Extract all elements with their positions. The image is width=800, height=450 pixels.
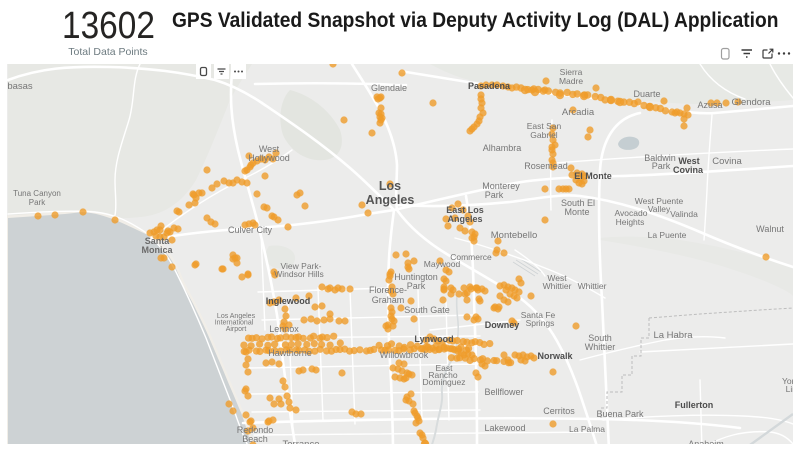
svg-text:basas: basas (7, 81, 33, 92)
svg-text:Los: Los (379, 179, 401, 193)
svg-text:Los Angeles: Los Angeles (217, 313, 256, 320)
svg-text:South: South (588, 333, 612, 343)
svg-text:Avocado: Avocado (615, 208, 648, 218)
svg-text:Tuna Canyon: Tuna Canyon (13, 189, 61, 198)
svg-text:La Puente: La Puente (648, 230, 687, 240)
svg-text:Heights: Heights (616, 217, 645, 227)
svg-text:East: East (435, 363, 453, 373)
svg-text:Park: Park (29, 198, 46, 207)
svg-text:Lakewood: Lakewood (484, 423, 525, 433)
svg-text:Dominguez: Dominguez (423, 377, 466, 387)
svg-text:Covina: Covina (712, 156, 742, 167)
svg-text:Buena Park: Buena Park (596, 409, 644, 419)
svg-text:Downey: Downey (485, 320, 520, 330)
svg-text:Whittier: Whittier (578, 281, 607, 291)
svg-text:Maywood: Maywood (424, 259, 461, 269)
svg-text:Fullerton: Fullerton (675, 400, 714, 410)
svg-text:Santa: Santa (145, 236, 171, 246)
svg-text:Monterey: Monterey (482, 181, 520, 191)
svg-text:Rosemead: Rosemead (524, 161, 568, 171)
svg-text:Airport: Airport (226, 326, 247, 333)
svg-text:Glendale: Glendale (371, 83, 407, 93)
svg-text:Commerce: Commerce (450, 252, 492, 262)
svg-text:Beach: Beach (242, 434, 268, 444)
svg-text:Park: Park (652, 161, 671, 171)
svg-text:La Habra: La Habra (653, 330, 693, 341)
svg-text:South El: South El (561, 198, 595, 208)
svg-text:La Palma: La Palma (569, 424, 605, 434)
svg-text:Alhambra: Alhambra (483, 143, 522, 153)
svg-text:Duarte: Duarte (633, 89, 660, 99)
svg-text:Gabriel: Gabriel (530, 130, 558, 140)
svg-text:Anaheim: Anaheim (688, 439, 724, 444)
svg-text:West: West (678, 156, 699, 166)
svg-text:Monica: Monica (141, 245, 173, 255)
svg-text:International: International (215, 319, 254, 326)
svg-text:Inglewood: Inglewood (266, 296, 311, 306)
svg-text:South Gate: South Gate (404, 305, 450, 315)
svg-text:Angeles: Angeles (366, 193, 415, 207)
svg-text:Hollywood: Hollywood (248, 153, 290, 163)
svg-text:Springs: Springs (526, 318, 555, 328)
svg-text:Walnut: Walnut (756, 224, 784, 234)
svg-text:Cerritos: Cerritos (543, 406, 575, 416)
svg-text:El Monte: El Monte (574, 171, 612, 181)
svg-text:Glendora: Glendora (731, 97, 771, 108)
svg-text:Linda: Linda (786, 384, 793, 394)
svg-text:View Park-: View Park- (281, 261, 322, 271)
svg-text:Park: Park (485, 190, 504, 200)
svg-text:Norwalk: Norwalk (537, 351, 573, 361)
svg-text:Hawthorne: Hawthorne (268, 348, 312, 358)
svg-text:Whittier: Whittier (585, 342, 616, 352)
svg-text:Monte: Monte (564, 207, 589, 217)
svg-text:Pasadena: Pasadena (468, 81, 511, 91)
svg-text:Yorba: Yorba (782, 376, 793, 386)
svg-text:Park: Park (407, 281, 426, 291)
svg-text:Montebello: Montebello (491, 230, 537, 241)
svg-text:East Los: East Los (446, 205, 484, 215)
svg-text:West: West (259, 144, 280, 154)
svg-text:Sierra: Sierra (560, 67, 583, 77)
svg-text:Graham: Graham (372, 295, 405, 305)
svg-text:Torrance: Torrance (283, 439, 320, 444)
svg-text:Covina: Covina (673, 165, 704, 175)
svg-text:Arcadia: Arcadia (562, 107, 595, 118)
svg-text:Whittier: Whittier (543, 281, 572, 291)
svg-text:Rancho: Rancho (428, 370, 458, 380)
svg-text:Willowbrook: Willowbrook (380, 350, 429, 360)
svg-text:Santa Fe: Santa Fe (521, 310, 556, 320)
svg-text:West Puente: West Puente (635, 196, 684, 206)
svg-text:Valinda: Valinda (670, 209, 698, 219)
svg-text:East San: East San (527, 121, 562, 131)
svg-text:Windsor Hills: Windsor Hills (274, 269, 324, 279)
svg-text:Angeles: Angeles (447, 214, 482, 224)
svg-text:West: West (547, 273, 567, 283)
svg-text:Lennox: Lennox (269, 324, 299, 334)
svg-text:Valley: Valley (648, 204, 671, 214)
svg-text:Florence-: Florence- (369, 285, 407, 295)
svg-text:Baldwin: Baldwin (644, 153, 676, 163)
svg-text:Culver City: Culver City (228, 225, 273, 235)
svg-text:Redondo: Redondo (237, 425, 274, 435)
svg-text:Lynwood: Lynwood (414, 334, 453, 344)
svg-text:Azusa: Azusa (697, 100, 722, 110)
svg-text:Madre: Madre (559, 76, 583, 86)
svg-text:Huntington: Huntington (394, 272, 438, 282)
svg-text:Bellflower: Bellflower (484, 387, 523, 397)
